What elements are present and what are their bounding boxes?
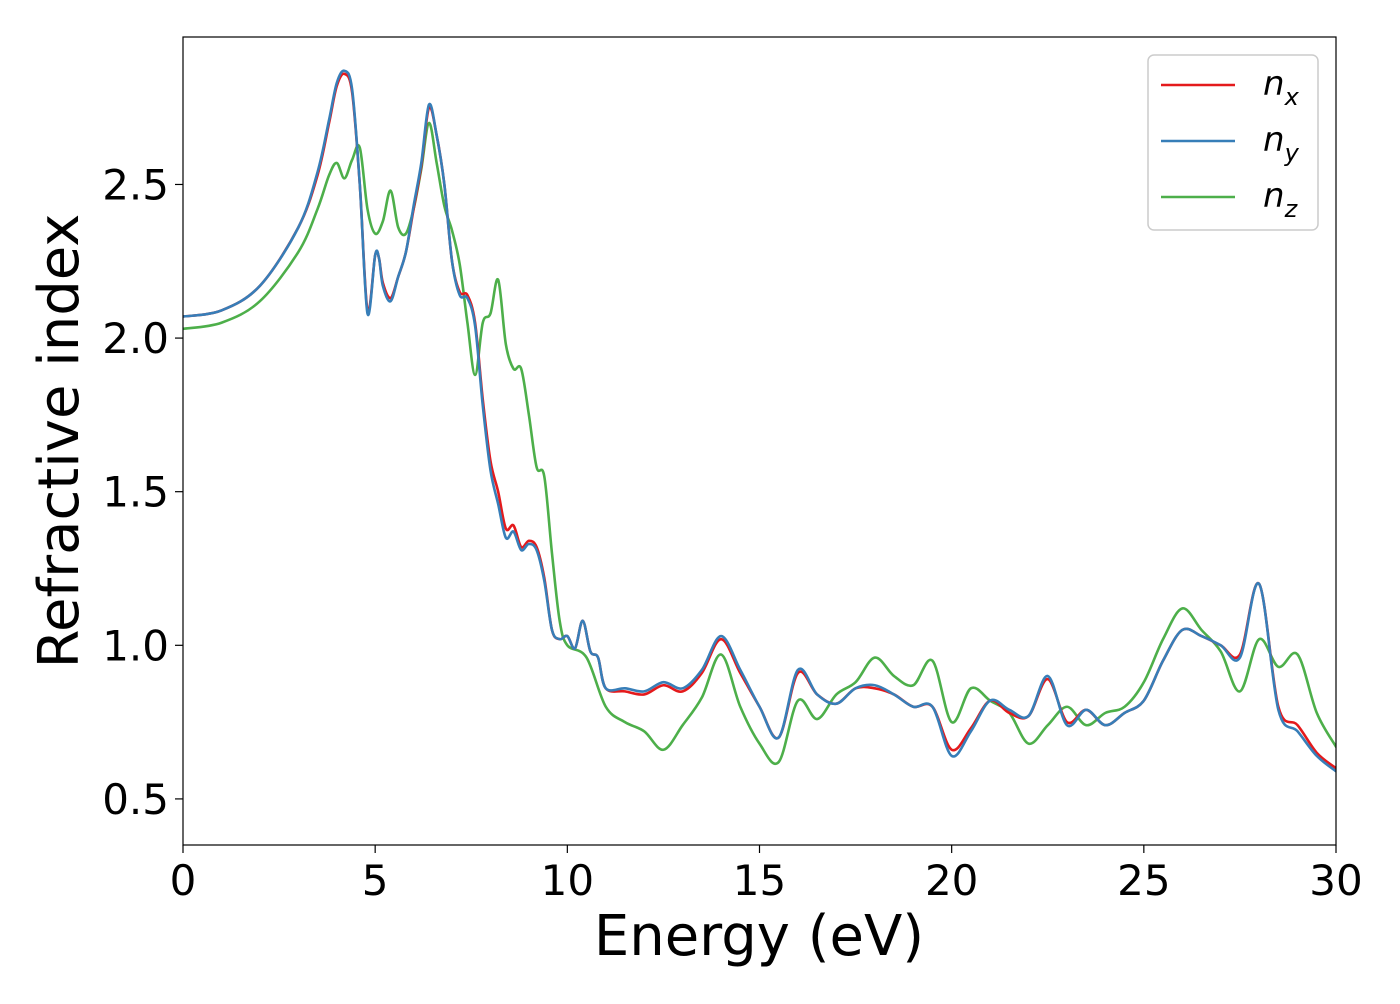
legend-box [1147, 54, 1319, 231]
x-tick-label: 0 [170, 856, 197, 905]
x-tick-label: 20 [925, 856, 978, 905]
series-line-ny [183, 69, 1336, 773]
x-tick-label: 25 [1117, 856, 1170, 905]
legend: nx ny nz [1147, 54, 1319, 231]
x-tick-label: 15 [733, 856, 786, 905]
series-line-nz [183, 121, 1336, 765]
x-tick-label: 30 [1309, 856, 1362, 905]
x-tick-label: 5 [362, 856, 389, 905]
y-tick-label: 1.0 [102, 621, 169, 670]
x-axis-ticks: 0 5 10 15 20 25 30 [170, 845, 1363, 905]
y-axis-label: Refractive index [27, 214, 92, 669]
y-axis-ticks: 0.5 1.0 1.5 2.0 2.5 [102, 160, 183, 824]
plot-layer [183, 69, 1336, 773]
x-tick-label: 10 [541, 856, 594, 905]
legend-label-nx: nx [1263, 64, 1300, 111]
y-tick-label: 2.5 [102, 160, 169, 209]
y-tick-label: 2.0 [102, 314, 169, 363]
x-axis-label: Energy (eV) [594, 904, 924, 969]
y-tick-label: 1.5 [102, 468, 169, 517]
legend-label-ny: ny [1263, 120, 1300, 167]
legend-label-nz: nz [1263, 176, 1299, 223]
y-tick-label: 0.5 [102, 775, 169, 824]
